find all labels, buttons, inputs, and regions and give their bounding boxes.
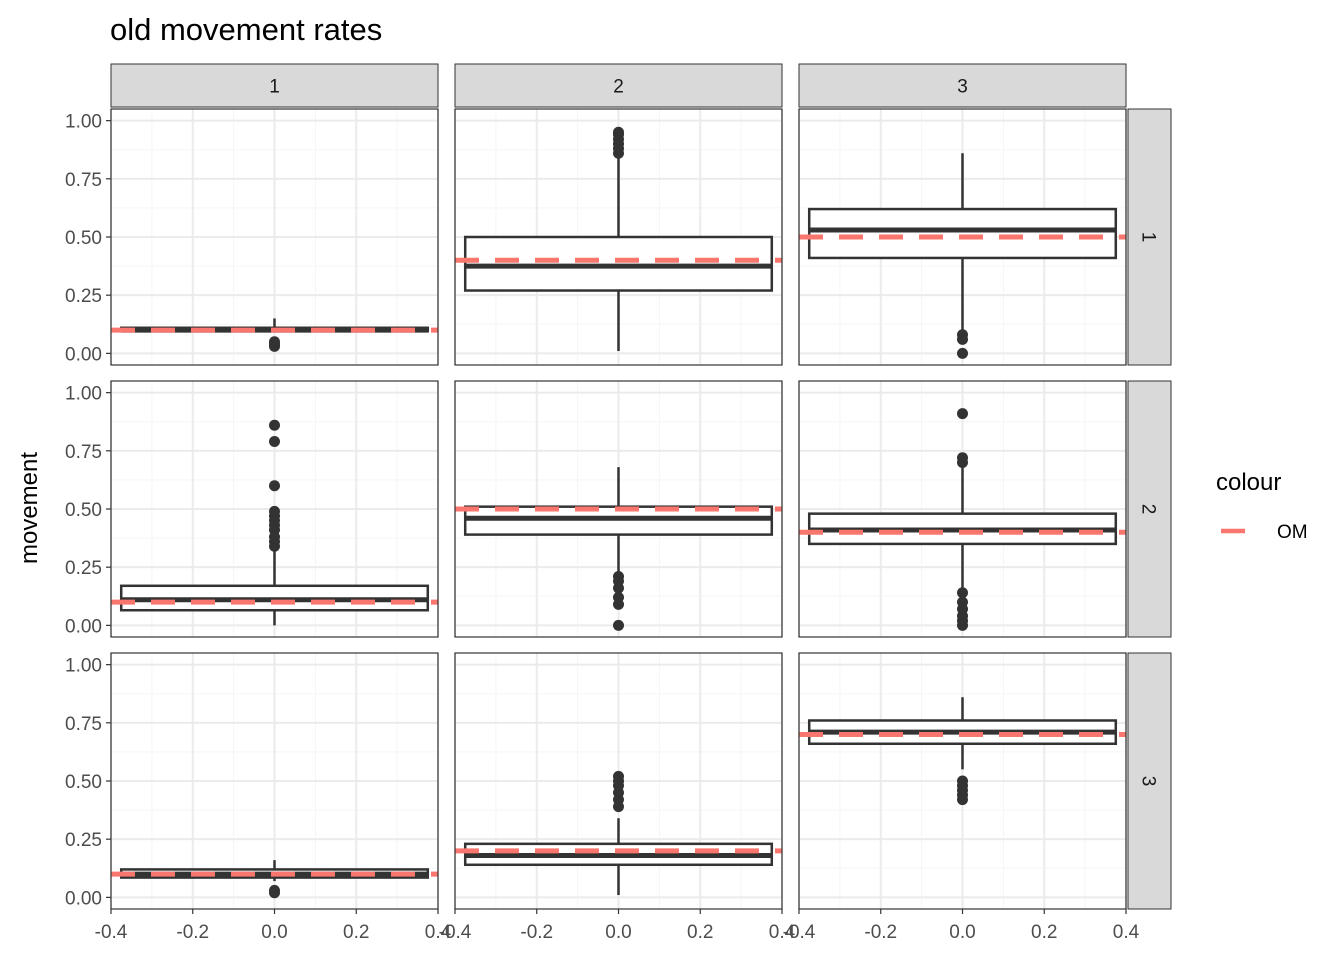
- outlier-point: [957, 329, 968, 341]
- y-tick-label: 0.00: [65, 888, 102, 909]
- outlier-point: [957, 775, 968, 787]
- row-strip-1: [1127, 108, 1172, 366]
- outlier-point: [269, 336, 280, 348]
- panel-border: [454, 380, 783, 638]
- y-tick-label: 1.00: [65, 112, 102, 133]
- row-strip-2: [1127, 380, 1172, 638]
- x-tick-label: 0.2: [1031, 922, 1057, 943]
- y-tick-label: 0.00: [65, 616, 102, 637]
- panel-border: [798, 380, 1127, 638]
- panel-r3-c2: [454, 652, 783, 910]
- x-tick-label: 0.4: [425, 922, 452, 943]
- x-tick-label: 0.0: [605, 922, 631, 943]
- panel-r2-c2: [454, 380, 783, 638]
- outlier-point: [957, 596, 968, 608]
- y-tick-label: 1.00: [65, 656, 102, 677]
- outlier-point: [957, 587, 968, 599]
- panel-r1-c2: [454, 108, 783, 366]
- legend: colour OM: [1216, 469, 1308, 543]
- outlier-point: [957, 408, 968, 420]
- y-tick-label: 0.75: [65, 442, 102, 463]
- y-tick-label: 0.25: [65, 830, 102, 851]
- x-tick-label: -0.2: [520, 922, 553, 943]
- col-strip-1: [110, 63, 439, 108]
- outlier-point: [613, 126, 624, 138]
- x-tick-label: 0.0: [949, 922, 975, 943]
- col-strip-3: [798, 63, 1127, 108]
- y-axis-label: movement: [16, 452, 43, 564]
- panel-border: [798, 108, 1127, 366]
- x-tick-label: -0.2: [176, 922, 209, 943]
- row-strip-label-3: 3: [1138, 776, 1159, 787]
- panel-r2-c3: [798, 380, 1127, 638]
- row-strip-label-1: 1: [1138, 232, 1159, 243]
- panels-layer: 1 2 3 1 2 3 0.00 0.25 0.50 0.75 1.00 0.00 0.25 0.50 0.…: [65, 63, 1172, 943]
- box: [807, 207, 1118, 260]
- x-tick-label: -0.4: [95, 922, 128, 943]
- col-strip-label-2: 2: [613, 77, 624, 98]
- y-tick-label: 0.50: [65, 772, 102, 793]
- x-tick-label: 0.2: [687, 922, 713, 943]
- outlier-point: [957, 347, 968, 359]
- outlier-point: [269, 419, 280, 431]
- y-tick-label: 0.75: [65, 714, 102, 735]
- x-tick-label: -0.2: [864, 922, 897, 943]
- col-strip-label-3: 3: [957, 77, 968, 98]
- y-tick-label: 0.25: [65, 286, 102, 307]
- outlier-point: [269, 436, 280, 448]
- col-strip-2: [454, 63, 783, 108]
- y-tick-label: 0.25: [65, 558, 102, 579]
- x-tick-label: -0.4: [783, 922, 816, 943]
- panel-r3-c3: [798, 652, 1127, 910]
- col-strip-label-1: 1: [269, 77, 280, 98]
- row-strip-label-2: 2: [1138, 504, 1159, 515]
- x-tick-label: 0.4: [1113, 922, 1140, 943]
- outlier-point: [613, 591, 624, 603]
- panel-r2-c1: [110, 380, 439, 638]
- x-tick-label: 0.2: [343, 922, 369, 943]
- legend-om-label: OM: [1277, 522, 1308, 543]
- y-tick-label: 1.00: [65, 384, 102, 405]
- outlier-point: [269, 505, 280, 517]
- y-tick-label: 0.00: [65, 344, 102, 365]
- x-tick-label: 0.0: [261, 922, 287, 943]
- chart-title: old movement rates: [110, 12, 382, 47]
- panel-border: [454, 108, 783, 366]
- y-tick-label: 0.75: [65, 170, 102, 191]
- x-tick-label: 0.4: [769, 922, 796, 943]
- outlier-point: [957, 452, 968, 464]
- legend-title: colour: [1216, 469, 1281, 496]
- panel-r3-c1: [110, 652, 439, 910]
- outlier-point: [613, 619, 624, 631]
- panel-r1-c1: [110, 108, 439, 366]
- outlier-point: [613, 570, 624, 582]
- outlier-point: [269, 480, 280, 492]
- outlier-point: [269, 884, 280, 896]
- y-tick-label: 0.50: [65, 228, 102, 249]
- panel-r1-c3: [798, 108, 1127, 366]
- row-strip-3: [1127, 652, 1172, 910]
- outlier-point: [613, 770, 624, 782]
- y-tick-label: 0.50: [65, 500, 102, 521]
- x-tick-label: -0.4: [439, 922, 472, 943]
